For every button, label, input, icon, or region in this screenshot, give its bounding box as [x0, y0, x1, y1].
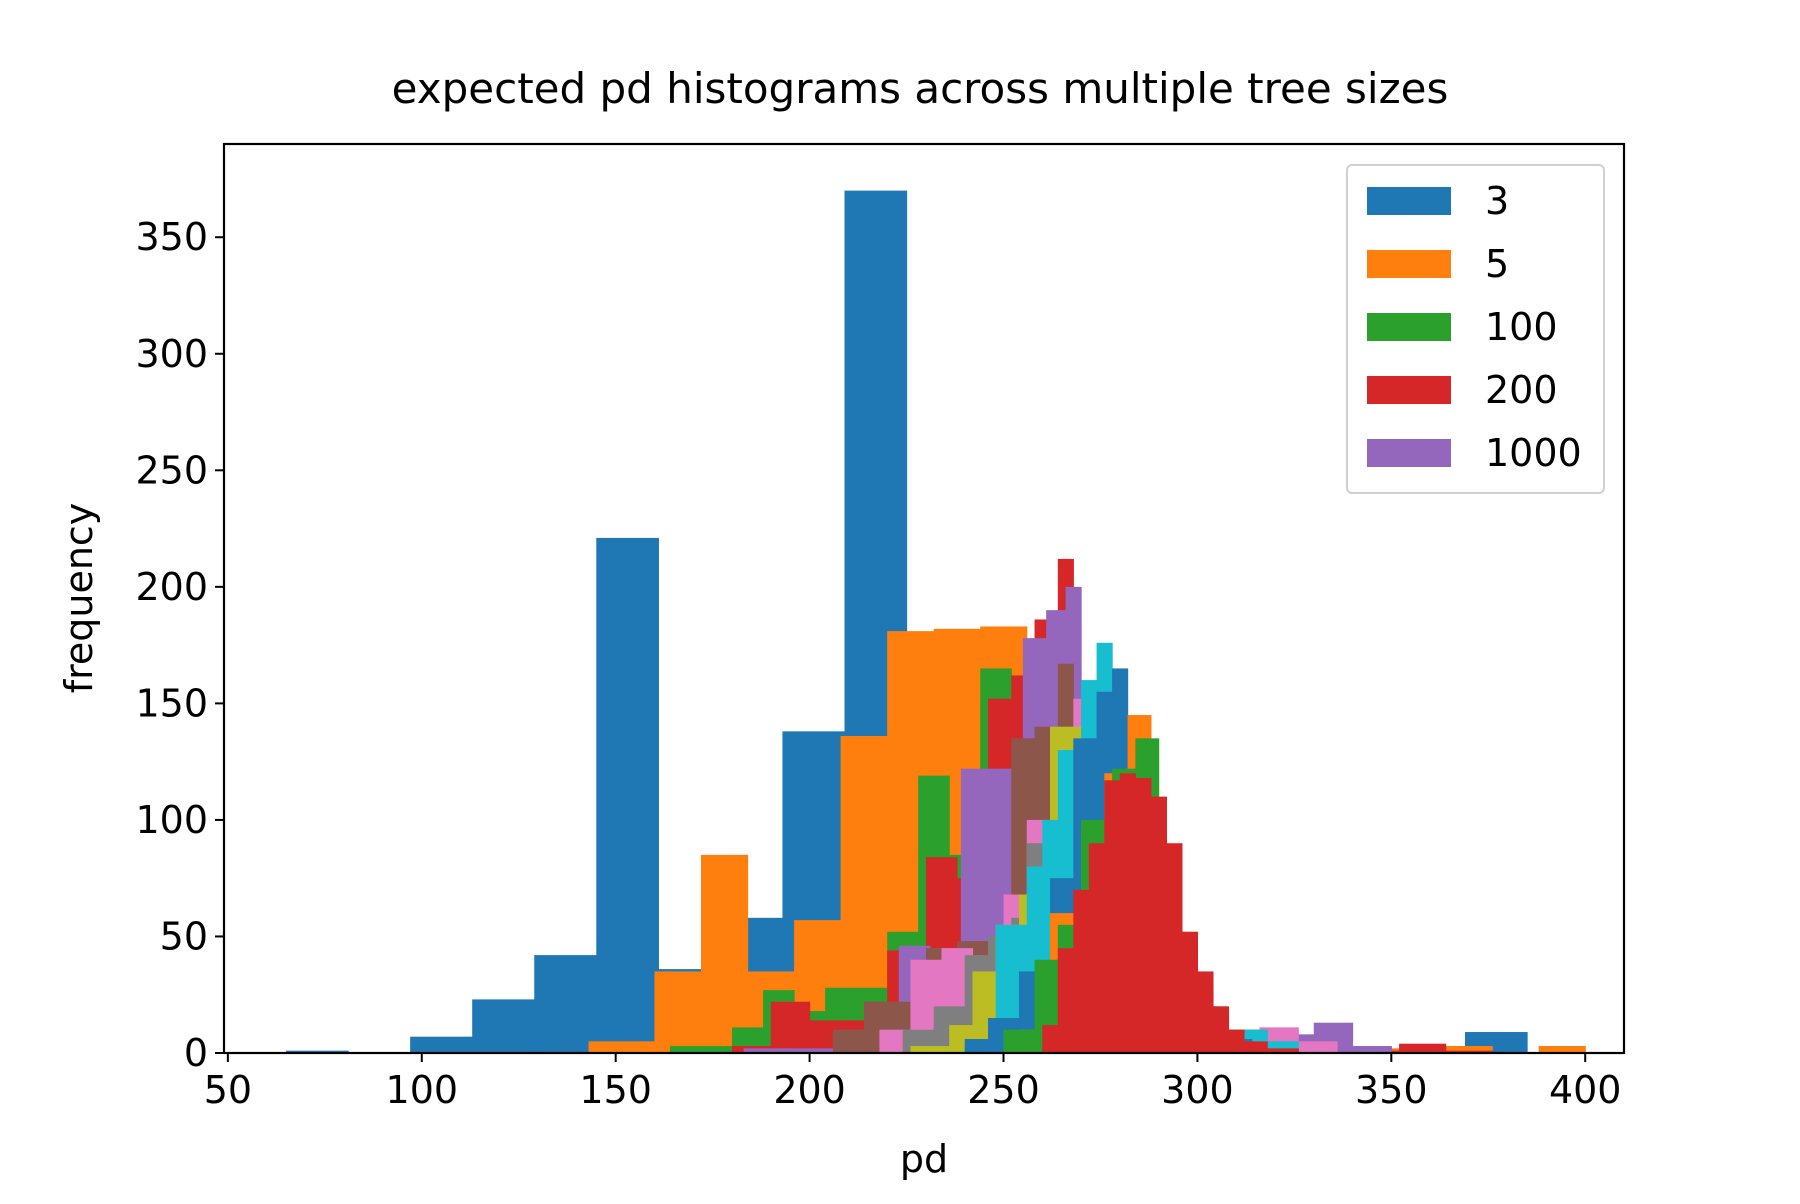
bar-s1-b0 [588, 1041, 656, 1053]
bar-s2-b0 [669, 1046, 702, 1053]
x-axis-label: pd [900, 1137, 948, 1181]
bar-s3-b1 [770, 1001, 811, 1053]
bars-layer [286, 190, 1586, 1053]
y-tick-label-300: 300 [135, 332, 208, 376]
y-tick-label-100: 100 [135, 798, 208, 842]
y-tick-label-0: 0 [184, 1031, 208, 1075]
bar-s13-b7 [1150, 796, 1167, 1053]
y-tick-label-50: 50 [160, 914, 208, 958]
legend-label-100: 100 [1485, 305, 1558, 349]
legend-swatch-1000 [1367, 439, 1451, 467]
legend-swatch-200 [1367, 376, 1451, 404]
bar-s13-b3 [1088, 843, 1105, 1053]
legend-swatch-3 [1367, 187, 1451, 215]
bar-s1-b2 [701, 854, 749, 1053]
bar-s13-b9 [1181, 931, 1198, 1053]
bar-s12-b0 [1003, 1029, 1036, 1053]
bar-s0-b4 [534, 955, 597, 1053]
bar-s13-b14 [1267, 1048, 1299, 1053]
x-tick-label-200: 200 [773, 1068, 846, 1112]
bar-s13-b13 [1243, 1041, 1268, 1053]
x-tick-label-50: 50 [204, 1068, 252, 1112]
x-tick-label-100: 100 [386, 1068, 459, 1112]
bar-s4-b21 [1352, 1046, 1392, 1053]
y-tick-label-250: 250 [135, 448, 208, 492]
x-tick-label-350: 350 [1355, 1068, 1428, 1112]
bar-s13-b0 [1042, 1025, 1059, 1053]
legend-swatch-100 [1367, 313, 1451, 341]
bar-s13-b12 [1228, 1029, 1245, 1053]
x-tick-label-250: 250 [967, 1068, 1040, 1112]
legend-label-5: 5 [1485, 242, 1509, 286]
bar-s13-b5 [1119, 773, 1136, 1053]
bar-s0-b5 [596, 537, 659, 1053]
bar-s13-b2 [1073, 889, 1090, 1053]
bar-s1-b20 [1538, 1046, 1586, 1053]
x-tick-label-400: 400 [1549, 1068, 1622, 1112]
bar-s3-b25 [1399, 1043, 1447, 1053]
bar-s4-b2 [805, 1048, 838, 1053]
y-axis-label: frequency [57, 503, 101, 694]
x-axis: 50 100 150 200 250 300 350 400 [204, 1053, 1622, 1112]
bar-s8-b0 [910, 1046, 950, 1053]
legend-swatch-5 [1367, 250, 1451, 278]
bar-s5-b0 [832, 1029, 865, 1053]
plot-frame [222, 142, 1626, 1055]
legend: 3 5 100 200 1000 [1346, 164, 1605, 494]
legend-items: 3 5 100 200 1000 [1367, 179, 1582, 475]
bar-s3-b26 [1445, 1050, 1493, 1053]
bar-s1-b1 [654, 971, 702, 1053]
bar-s0-b0 [286, 1050, 349, 1053]
x-tick-label-150: 150 [579, 1068, 652, 1112]
bar-s4-b0 [743, 1048, 776, 1053]
bar-s4-b1 [774, 1048, 807, 1053]
bar-s13-b6 [1135, 777, 1152, 1053]
y-axis: 0 50 100 150 200 250 300 350 [135, 215, 224, 1075]
legend-frame [1346, 164, 1605, 494]
bar-s13-b8 [1166, 843, 1183, 1053]
y-tick-label-150: 150 [135, 681, 208, 725]
bar-s0-b2 [410, 1036, 473, 1053]
bar-s13-b4 [1104, 780, 1121, 1053]
bar-s10-b0 [964, 1039, 989, 1053]
bar-s6-b14 [1298, 1041, 1338, 1053]
x-tick-label-300: 300 [1161, 1068, 1234, 1112]
bar-s13-b11 [1212, 1006, 1230, 1053]
legend-label-1000: 1000 [1485, 431, 1582, 475]
y-tick-label-200: 200 [135, 565, 208, 609]
legend-label-3: 3 [1485, 179, 1509, 223]
bar-s13-b10 [1197, 971, 1214, 1053]
y-tick-label-350: 350 [135, 215, 208, 259]
bar-s1-b18 [1445, 1046, 1493, 1053]
chart-title: expected pd histograms across multiple t… [392, 64, 1449, 113]
bar-s0-b3 [472, 999, 535, 1053]
bar-s13-b1 [1057, 948, 1074, 1053]
bar-s2-b1 [701, 1046, 733, 1053]
bar-s9-b12 [1267, 1041, 1299, 1053]
legend-label-200: 200 [1485, 368, 1558, 412]
